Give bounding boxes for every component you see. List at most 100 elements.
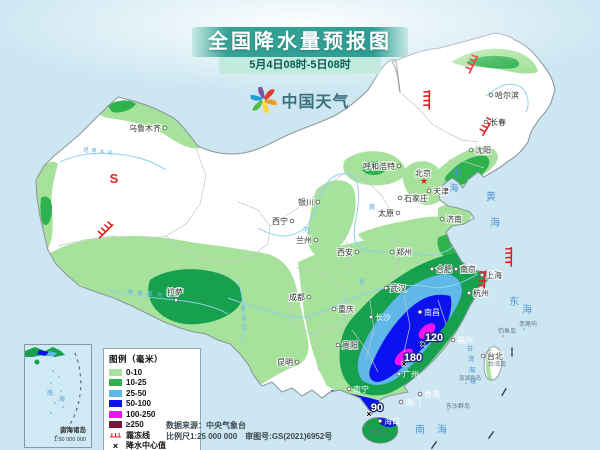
- province-borders: [57, 91, 485, 373]
- river-label-char: 黄: [369, 202, 376, 211]
- sea-label-char: 黄: [486, 190, 496, 203]
- legend-swatch: [109, 368, 122, 376]
- river-label-char: 藏: [147, 290, 153, 298]
- city-label: 太原: [378, 208, 394, 218]
- boundary-dash: [430, 440, 438, 450]
- city-label: 长春: [490, 117, 506, 127]
- island-dots: [447, 328, 525, 411]
- river-label-char: 雅: [127, 288, 133, 296]
- pinwheel-petal: [258, 87, 265, 99]
- city-label: 南昌: [424, 307, 440, 317]
- boundary-dash: [487, 430, 495, 440]
- city-label: 乌鲁木齐: [129, 123, 161, 133]
- sea-label-char: 海: [490, 216, 500, 229]
- river-label-char: 长: [359, 277, 366, 286]
- legend-range-label: 50-100: [126, 399, 151, 409]
- center-value-label: 降水中心值: [126, 441, 166, 450]
- legend-range-label: 0-10: [126, 367, 143, 377]
- legend-swatch: [109, 379, 122, 387]
- river-label-char: 江: [167, 293, 173, 300]
- sea-label-char: 海: [522, 303, 532, 316]
- river-labels: 塔里木河黄河长江雅鲁藏布江金沙江: [83, 146, 428, 332]
- legend-row: 50-100: [109, 399, 195, 410]
- legend-swatch: [109, 421, 122, 429]
- legend-row: 0-10: [109, 367, 195, 378]
- city-label: 西安: [337, 247, 353, 257]
- center-value-x-mark: ×: [420, 339, 425, 349]
- city-dot: [383, 285, 389, 291]
- city-dot: [331, 306, 337, 312]
- island-dot: [523, 328, 525, 330]
- city-dot: [162, 125, 168, 131]
- sea-label-char: 渤: [452, 167, 461, 178]
- city-dot: [354, 249, 360, 255]
- city-label: 兰州: [296, 235, 312, 245]
- inset-dash-line: [54, 352, 82, 438]
- city-dot: [479, 272, 485, 278]
- city-label: 拉萨: [167, 287, 183, 297]
- river-label-char: 鲁: [137, 289, 143, 297]
- city-dot: [483, 119, 489, 125]
- city-dot: [315, 199, 321, 205]
- city-label: 成都: [289, 292, 305, 302]
- city-label: 哈尔滨: [495, 90, 519, 100]
- china-weather-logo: 中国天气: [250, 87, 349, 113]
- river-label-char: 里: [91, 148, 97, 155]
- south-china-sea-inset: 南 海 南海诸岛 1:50 000 000: [24, 344, 92, 448]
- city-dot: [294, 359, 300, 365]
- scale-approval-line: 比例尺1:25 000 000 审图号:GS(2021)6952号: [166, 432, 333, 441]
- city-dot: [453, 266, 459, 272]
- sea-label-char: 东: [509, 295, 519, 308]
- frost-line-label: 霜冻线: [126, 430, 150, 440]
- logo-text: 中国天气: [281, 94, 350, 111]
- inset-island-dots: [50, 370, 64, 414]
- pinwheel-petal: [262, 101, 269, 113]
- city-label: 台北: [487, 351, 503, 361]
- city-dot: [173, 297, 179, 303]
- rivers: [59, 83, 529, 345]
- city-label: 长沙: [375, 312, 391, 322]
- city-label: 贵阳: [342, 340, 358, 350]
- city-label: 武汉: [390, 283, 406, 293]
- city-dot: [368, 314, 374, 320]
- city-label: 澳门: [405, 397, 421, 407]
- legend-row: 25-50: [109, 388, 195, 399]
- precip-center-values: × 120×180× 90: [366, 331, 445, 420]
- legend-swatch: [109, 410, 122, 418]
- pinwheel-petal: [250, 94, 263, 101]
- city-dot: [397, 195, 403, 201]
- inset-lightblue-blob: [47, 351, 57, 357]
- city-label: 重庆: [338, 304, 354, 314]
- sea-label-char: 湾: [468, 354, 475, 363]
- city-dot: [468, 147, 474, 153]
- city-dot: [439, 216, 445, 222]
- city-dot: [417, 309, 423, 315]
- city-dot: [389, 249, 395, 255]
- city-dot: [450, 337, 456, 343]
- sea-label-char: 峡: [470, 376, 477, 385]
- center-value-icon: ×: [112, 440, 119, 450]
- city-dot: [313, 237, 319, 243]
- river-label-char: 布: [157, 291, 163, 299]
- river-label-char: 金: [240, 304, 246, 312]
- data-source-line: 数据来源：中央气象台: [166, 421, 246, 430]
- island-dot: [502, 335, 504, 337]
- city-dot: [346, 386, 352, 392]
- legend-range-label: ≥250: [126, 420, 144, 430]
- city-dot: [335, 342, 341, 348]
- city-label: 济南: [446, 214, 462, 224]
- city-label: 杭州: [473, 288, 489, 298]
- sea-label-char: 海: [469, 365, 476, 374]
- city-dot: [426, 188, 432, 194]
- island-label: 东沙群岛: [446, 402, 470, 410]
- city-label: 沈阳: [475, 145, 491, 155]
- inset-hainan: [34, 359, 40, 365]
- city-dot: [466, 290, 472, 296]
- city-label: 天津: [433, 186, 449, 196]
- legend-row: 100-250: [109, 409, 195, 420]
- city-label: 银川: [298, 197, 314, 207]
- island-dot: [447, 409, 449, 411]
- city-label: 石家庄: [404, 193, 428, 203]
